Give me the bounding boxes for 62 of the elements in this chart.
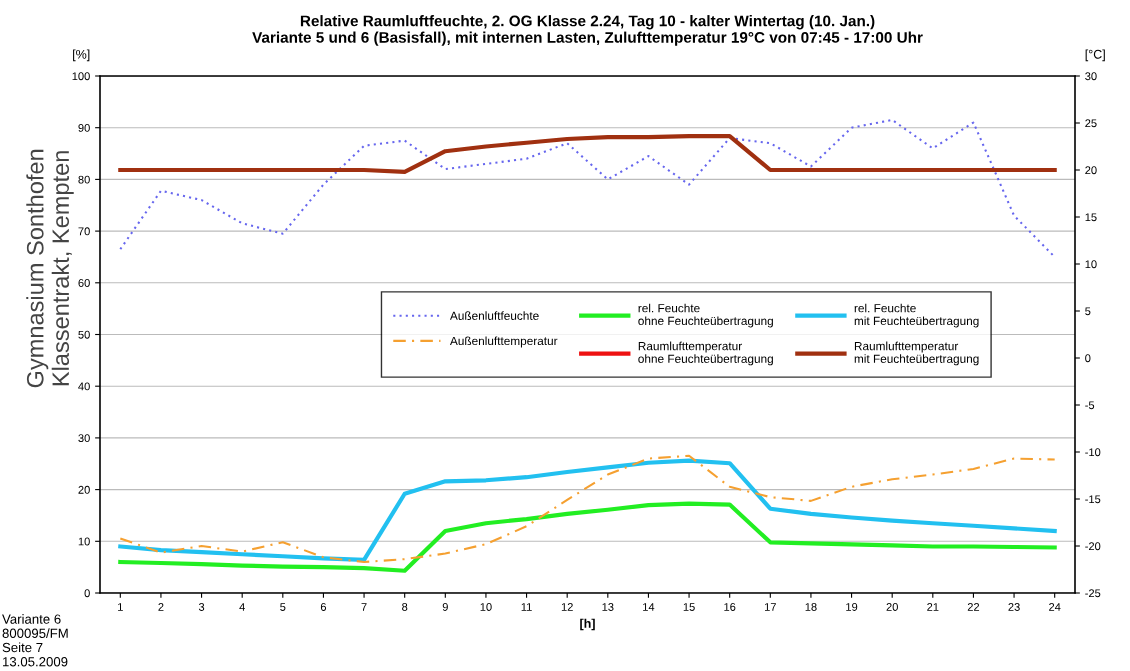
y2-tick-label: 30 xyxy=(1085,72,1097,81)
line-series xyxy=(118,501,1057,573)
x-tick-label: 21 xyxy=(927,603,939,611)
x-tick-label: 24 xyxy=(1049,603,1061,611)
y2-tick-label: -20 xyxy=(1085,542,1101,551)
x-tick-label: 17 xyxy=(764,603,776,611)
x-tick-label: 7 xyxy=(361,603,367,611)
y2-tick-label: -5 xyxy=(1085,401,1095,410)
y-tick-label: 90 xyxy=(78,123,90,132)
x-tick-label: 22 xyxy=(967,603,980,611)
line-series xyxy=(118,134,1057,174)
x-tick-label: 3 xyxy=(198,603,205,611)
line-series xyxy=(119,118,1056,258)
y-tick-label: 60 xyxy=(78,279,90,287)
legend-label: rel. Feuchte mit Feuchteübertragung xyxy=(854,303,979,328)
y-tick-label: 80 xyxy=(78,175,90,184)
x-tick-label: 5 xyxy=(280,603,286,611)
x-tick-label: 20 xyxy=(886,603,898,611)
x-tick-label: 19 xyxy=(846,603,858,611)
x-tick-label: 2 xyxy=(158,603,164,611)
x-tick-label: 16 xyxy=(724,603,736,611)
x-tick-label: 9 xyxy=(442,603,448,611)
y2-tick-label: -10 xyxy=(1085,448,1101,457)
x-tick-label: 13 xyxy=(602,603,614,611)
x-tick-label: 6 xyxy=(320,603,327,611)
legend-label: Außenlufttemperatur xyxy=(449,336,558,348)
y2-tick-label: 15 xyxy=(1085,213,1097,222)
y-axis-title: [%] xyxy=(73,49,90,62)
y-tick-label: 40 xyxy=(78,382,90,391)
legend-label: rel. Feuchte ohne Feuchteübertragung xyxy=(638,303,773,328)
y2-axis-title: [°C] xyxy=(1085,49,1105,62)
x-tick-label: 12 xyxy=(561,603,573,611)
y-tick-label: 20 xyxy=(78,485,90,494)
y2-tick-label: 5 xyxy=(1085,307,1091,316)
text: Variante 6 800095/FM Seite 7 13.05.2009 xyxy=(2,614,68,667)
y2-tick-label: -15 xyxy=(1085,495,1101,504)
legend-label: Raumlufttemperatur mit Feuchteübertragung xyxy=(854,341,979,366)
y-tick-label: 30 xyxy=(78,434,90,443)
y2-tick-label: -25 xyxy=(1085,589,1101,598)
x-tick-label: 10 xyxy=(480,603,492,611)
x-tick-label: 8 xyxy=(402,603,408,611)
y-tick-label: 100 xyxy=(72,72,90,81)
chart-title: Relative Raumluftfeuchte, 2. OG Klasse 2.24, Tag 10 - kalter Wintertag (10. Jan.) Variante 5 und 6 (Basisfall), mit internen Lasten, Zulufttemperatur 19°C von 07:45 - 17:00 Uhr xyxy=(252,15,923,46)
legend-label: Raumlufttemperatur ohne Feuchteübertragung xyxy=(638,341,773,366)
x-tick-label: 23 xyxy=(1008,603,1020,611)
x-tick-label: 1 xyxy=(118,603,123,611)
y2-tick-label: 25 xyxy=(1085,119,1097,128)
x-tick-label: 4 xyxy=(239,603,245,611)
text: Gymnasium Sonthofen Klassentrakt, Kempten xyxy=(26,149,74,388)
x-tick-label: 14 xyxy=(643,603,655,611)
legend-label: Außenluftfeuchte xyxy=(449,311,539,320)
y-tick-label: 10 xyxy=(78,537,90,546)
y-tick-label: 0 xyxy=(84,589,90,598)
x-tick-label: 18 xyxy=(805,603,817,611)
x-tick-label: 15 xyxy=(683,603,695,611)
y2-tick-label: 20 xyxy=(1085,166,1097,175)
x-tick-label: 11 xyxy=(521,603,532,611)
y2-tick-label: 10 xyxy=(1085,260,1097,269)
y-tick-label: 70 xyxy=(78,227,90,236)
x-axis-title: [h] xyxy=(580,618,595,631)
y-tick-label: 50 xyxy=(78,330,90,339)
y2-tick-label: 0 xyxy=(1085,354,1091,363)
